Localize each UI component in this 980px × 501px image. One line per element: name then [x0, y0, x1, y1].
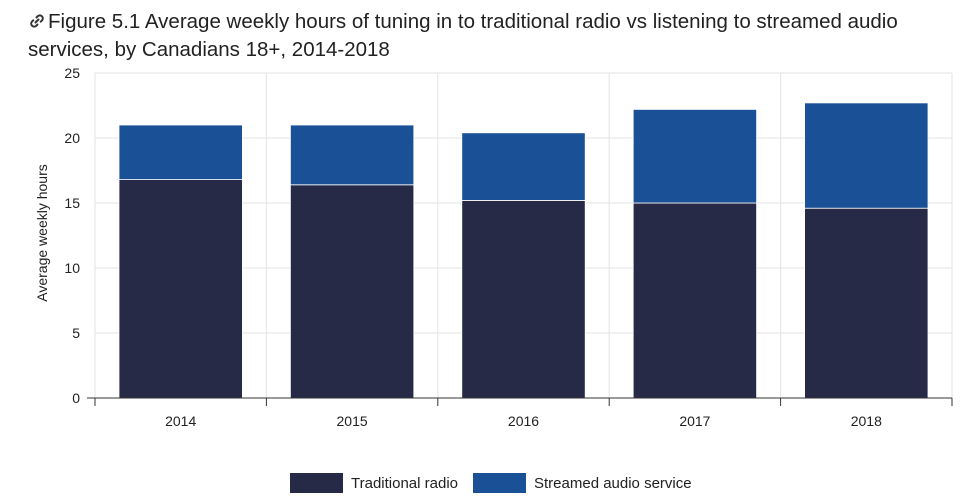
- x-tick-label: 2014: [165, 413, 196, 429]
- y-tick-label: 15: [64, 195, 80, 211]
- legend-item-streamed-audio-service[interactable]: Streamed audio service: [473, 472, 692, 494]
- bar-traditional-radio-2018: [804, 207, 929, 399]
- axis-layer: 0 5 10 15 20 25 2014 2015 2016 2017 2018: [64, 65, 953, 429]
- chart-title: Figure 5.1 Average weekly hours of tunin…: [28, 8, 973, 64]
- bar-streamed-audio-service-2014: [118, 124, 243, 180]
- x-tick-label: 2017: [679, 413, 710, 429]
- x-tick-label: 2015: [337, 413, 368, 429]
- bar-traditional-radio-2016: [461, 199, 586, 399]
- x-tick-label: 2016: [508, 413, 539, 429]
- stacked-bar-chart: 0 5 10 15 20 25 2014 2015 2016 2017 2018 Average w…: [34, 65, 953, 429]
- legend-item-traditional-radio[interactable]: Traditional radio: [290, 472, 458, 494]
- y-tick-label: 0: [72, 390, 80, 406]
- bar-layer: [118, 102, 929, 399]
- bar-streamed-audio-service-2018: [804, 102, 929, 209]
- y-tick-label: 10: [64, 260, 80, 276]
- bar-traditional-radio-2014: [118, 179, 243, 399]
- y-axis-title: Average weekly hours: [34, 164, 50, 301]
- link-icon[interactable]: [28, 10, 46, 28]
- legend-swatch-streamed-audio-service: [473, 473, 526, 493]
- y-tick-label: 20: [64, 130, 80, 146]
- x-tick-label: 2018: [851, 413, 882, 429]
- bar-traditional-radio-2017: [632, 202, 758, 399]
- y-tick-label: 25: [64, 65, 80, 81]
- legend-label-streamed-audio-service: Streamed audio service: [534, 474, 692, 492]
- bar-streamed-audio-service-2016: [461, 132, 586, 201]
- bar-traditional-radio-2015: [289, 184, 415, 399]
- legend: Traditional radio Streamed audio service: [0, 472, 980, 496]
- chart-title-text: Figure 5.1 Average weekly hours of tunin…: [28, 10, 898, 61]
- y-tick-label: 5: [72, 325, 80, 341]
- bar-streamed-audio-service-2015: [289, 124, 415, 186]
- legend-swatch-traditional-radio: [290, 473, 343, 493]
- legend-label-traditional-radio: Traditional radio: [351, 474, 458, 492]
- bar-streamed-audio-service-2017: [632, 109, 758, 204]
